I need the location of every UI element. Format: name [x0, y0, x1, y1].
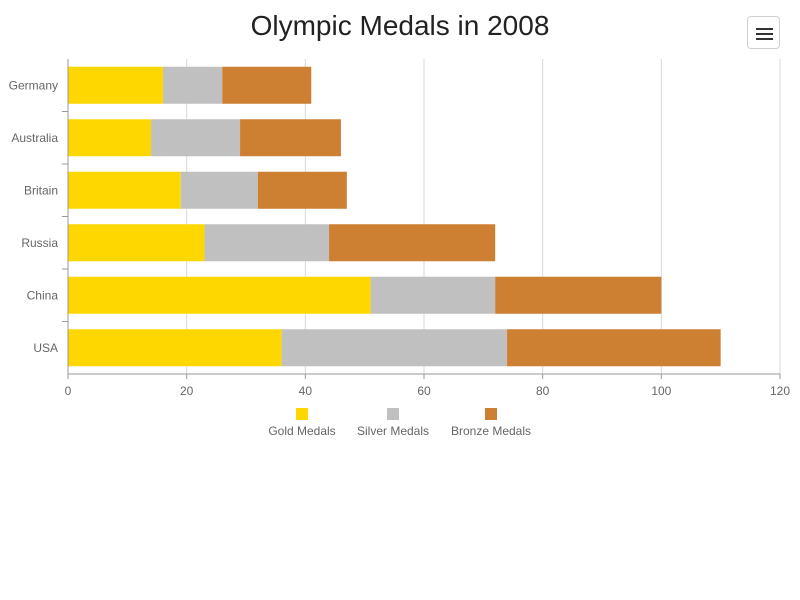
- bar-silver-medals-russia[interactable]: [204, 224, 330, 262]
- y-category-label: China: [27, 288, 59, 302]
- bar-gold-medals-russia[interactable]: [68, 224, 205, 262]
- bar-bronze-medals-china[interactable]: [495, 276, 662, 314]
- x-tick-label: 0: [65, 384, 72, 398]
- legend-swatch: [387, 408, 399, 420]
- bar-bronze-medals-britain[interactable]: [257, 171, 347, 209]
- axes: 0 20 40 60 80 100 120 USA China Russia Britain Aust…: [9, 59, 790, 398]
- legend-item-bronze-medals[interactable]: Bronze Medals: [451, 408, 531, 438]
- x-tick-label: 120: [770, 384, 790, 398]
- y-category-label: Germany: [9, 78, 58, 92]
- bar-gold-medals-germany[interactable]: [68, 66, 163, 104]
- y-category-label: Britain: [24, 183, 58, 197]
- y-category-label: Australia: [11, 131, 58, 145]
- legend-swatch: [485, 408, 497, 420]
- legend-item-silver-medals[interactable]: Silver Medals: [357, 408, 429, 438]
- menu-button[interactable]: [747, 16, 780, 49]
- y-category-label: USA: [33, 341, 58, 355]
- bar-bronze-medals-russia[interactable]: [329, 224, 496, 262]
- legend-item-gold-medals[interactable]: Gold Medals: [268, 408, 336, 438]
- bar-silver-medals-germany[interactable]: [162, 66, 223, 104]
- x-tick-label: 100: [651, 384, 671, 398]
- bar-silver-medals-usa[interactable]: [281, 329, 508, 367]
- gridlines: [186, 59, 781, 374]
- bar-bronze-medals-australia[interactable]: [240, 119, 341, 157]
- bar-silver-medals-britain[interactable]: [180, 171, 258, 209]
- bar-gold-medals-usa[interactable]: [68, 329, 282, 367]
- bar-gold-medals-china[interactable]: [68, 276, 371, 314]
- legend-label: Gold Medals: [268, 424, 335, 438]
- x-tick-label: 40: [299, 384, 313, 398]
- x-tick-label: 20: [180, 384, 194, 398]
- chart-title: Olympic Medals in 2008: [250, 10, 550, 41]
- bar-gold-medals-australia[interactable]: [68, 119, 152, 157]
- legend-label: Silver Medals: [357, 424, 429, 438]
- bar-bronze-medals-usa[interactable]: [507, 329, 721, 367]
- legend: Gold Medals Silver Medals Bronze Medals: [268, 408, 531, 438]
- legend-swatch: [296, 408, 308, 420]
- legend-label: Bronze Medals: [451, 424, 531, 438]
- x-tick-label: 60: [417, 384, 431, 398]
- bar-silver-medals-australia[interactable]: [151, 119, 241, 157]
- y-category-label: Russia: [21, 236, 58, 250]
- bar-silver-medals-china[interactable]: [370, 276, 496, 314]
- bar-bronze-medals-germany[interactable]: [222, 66, 312, 104]
- bars: [68, 66, 721, 367]
- x-tick-label: 80: [536, 384, 550, 398]
- bar-gold-medals-britain[interactable]: [68, 171, 181, 209]
